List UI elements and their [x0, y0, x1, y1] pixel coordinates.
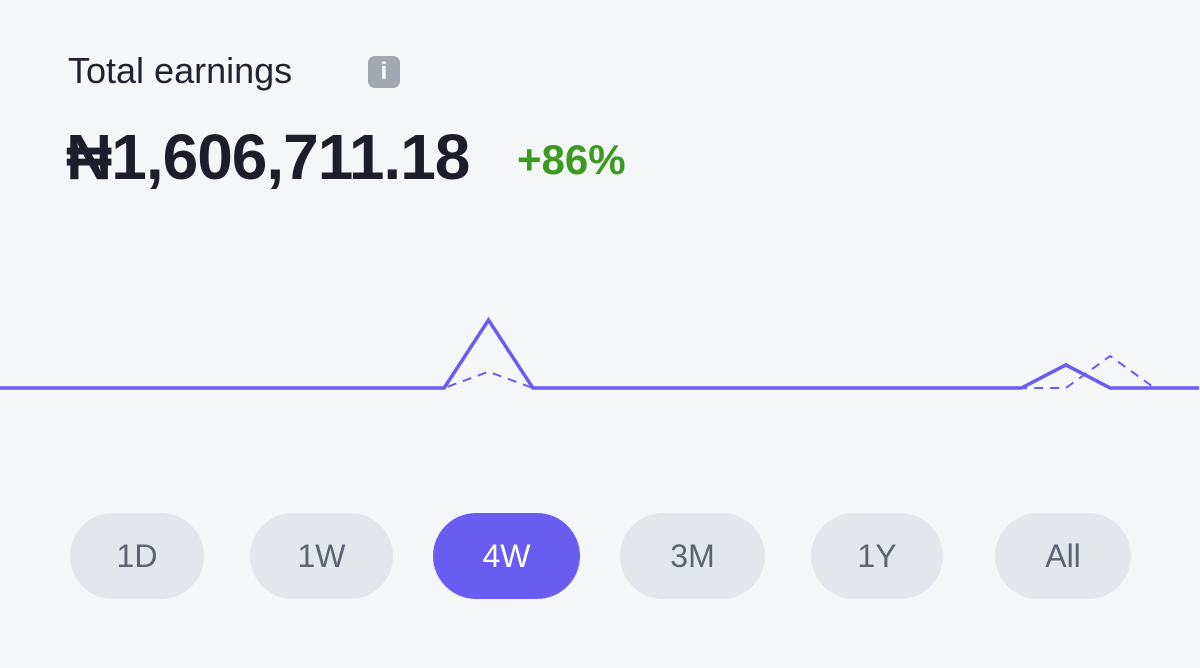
chart: [0, 316, 1199, 390]
title: Total earnings: [68, 50, 293, 91]
range-button[interactable]: 4W: [433, 513, 580, 599]
change: +86%: [517, 136, 626, 183]
range-button[interactable]: 1D: [70, 513, 204, 599]
range-button[interactable]: 3M: [620, 513, 765, 599]
info-icon[interactable]: i: [368, 56, 400, 88]
comparison-line: [0, 354, 1199, 389]
range-button[interactable]: 1Y: [811, 513, 943, 599]
amount: ₦1,606,711.18: [66, 121, 470, 193]
earnings-line: [0, 316, 1199, 390]
range-button[interactable]: All: [995, 513, 1131, 599]
range-button[interactable]: 1W: [250, 513, 393, 599]
